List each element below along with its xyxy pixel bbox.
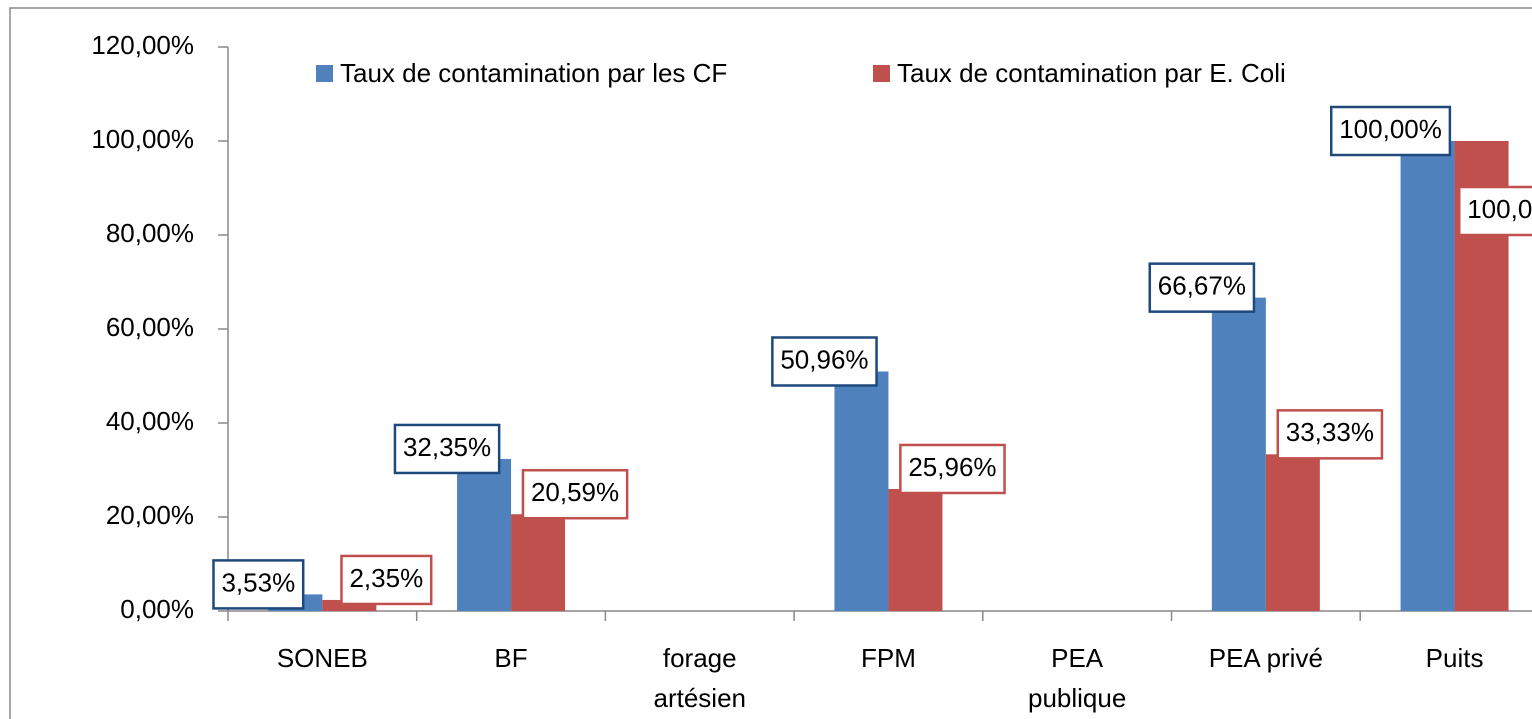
y-tick-label: 60,00% [106, 312, 194, 342]
x-tick-label: FPM [861, 643, 916, 673]
data-label-box [1148, 262, 1256, 313]
bar [1265, 454, 1320, 611]
data-label-box [393, 423, 501, 475]
bar [457, 458, 512, 611]
data-label: 100,00% [1339, 114, 1442, 144]
y-tick-label: 80,00% [106, 218, 194, 248]
bar [888, 488, 943, 611]
x-tick-label: PEA privé [1209, 643, 1323, 673]
data-label-box [899, 443, 1006, 495]
bar [1211, 297, 1266, 611]
data-label: 2,35% [349, 563, 423, 593]
legend-label: Taux de contamination par les CF [340, 58, 727, 88]
legend-swatch [316, 65, 333, 82]
data-label-box [340, 554, 433, 606]
y-tick-label: 20,00% [106, 500, 194, 530]
bar [834, 371, 889, 611]
data-label-box [771, 336, 878, 387]
bar [322, 599, 377, 611]
data-label: 20,59% [531, 477, 619, 507]
data-label: 50,96% [780, 344, 868, 374]
x-tick-label: BF [494, 643, 527, 673]
y-tick-label: 100,00% [91, 124, 194, 154]
x-tick-label: publique [1028, 683, 1126, 713]
x-tick-label: SONEB [277, 643, 368, 673]
y-tick-label: 40,00% [106, 406, 194, 436]
data-label-box [1276, 409, 1384, 460]
data-label: 100,00% [1467, 194, 1532, 224]
legend-label: Taux de contamination par E. Coli [897, 58, 1286, 88]
data-label: 3,53% [221, 567, 295, 597]
data-label: 32,35% [403, 432, 491, 462]
x-tick-label: PEA [1051, 643, 1104, 673]
data-label: 25,96% [908, 452, 996, 482]
chart-frame [9, 7, 1532, 719]
x-tick-label: forage [663, 643, 737, 673]
bar [1400, 141, 1455, 611]
data-label: 66,67% [1158, 271, 1246, 301]
data-label-box [212, 559, 305, 610]
y-tick-label: 0,00% [120, 594, 194, 624]
data-label-box [1329, 105, 1452, 157]
legend-swatch [873, 65, 890, 82]
y-tick-label: 120,00% [91, 30, 194, 60]
bar [511, 514, 566, 611]
data-label-box [1457, 185, 1532, 237]
x-tick-label: artésien [654, 683, 747, 713]
x-tick-label: Puits [1426, 643, 1484, 673]
data-label-box [521, 468, 629, 520]
data-label: 33,33% [1286, 417, 1374, 447]
